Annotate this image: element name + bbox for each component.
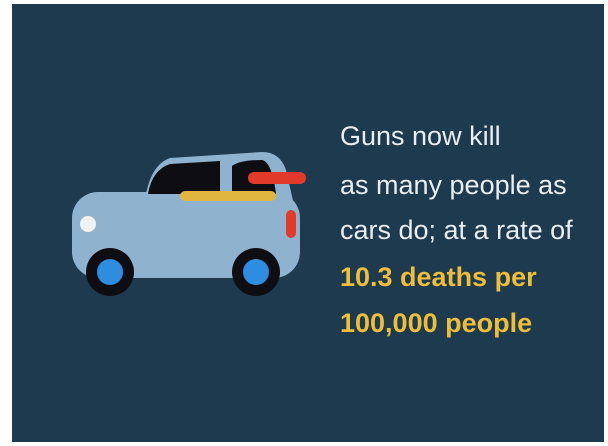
gun-stock xyxy=(180,191,276,201)
gun-barrel xyxy=(248,172,306,184)
highlight-line: 10.3 deaths per xyxy=(340,262,537,292)
hubcap-front xyxy=(97,259,123,285)
headlight xyxy=(80,216,96,232)
caption-line: Guns now kill xyxy=(340,121,501,151)
highlight-line: 100,000 people xyxy=(340,308,532,338)
car-window-front xyxy=(148,161,220,194)
caption-line: cars do; at a rate of xyxy=(340,215,573,245)
caption-line: as many people as xyxy=(340,170,567,200)
taillight xyxy=(286,210,296,238)
car-illustration xyxy=(72,152,306,296)
hubcap-rear xyxy=(243,259,269,285)
